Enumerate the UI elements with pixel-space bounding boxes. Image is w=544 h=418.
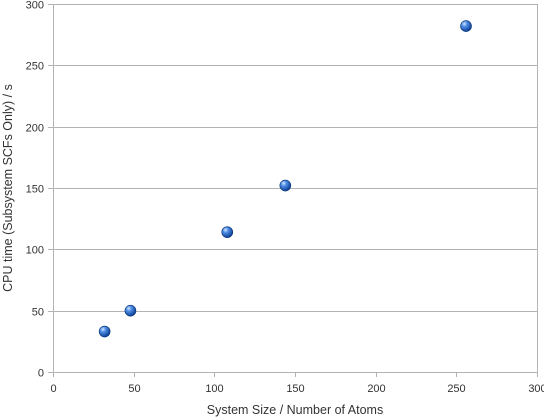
x-tick-label: 150	[286, 383, 304, 395]
data-point	[460, 20, 472, 32]
y-tick-labels: 0 50 100 150 200 250 300	[26, 0, 44, 380]
data-point	[221, 226, 234, 238]
x-tick-label: 250	[447, 383, 465, 395]
axes	[53, 4, 538, 377]
x-tick-label: 200	[367, 383, 385, 395]
y-tick-label: 100	[26, 245, 44, 257]
x-tick-label: 300	[528, 383, 544, 395]
x-tick-label: 0	[50, 383, 56, 395]
data-point	[279, 179, 292, 192]
x-tick-labels: 0 50 100 150 200 250 300	[50, 383, 544, 395]
y-tick-label: 50	[32, 307, 44, 319]
y-tick-label: 300	[26, 0, 44, 12]
x-axis-title: System Size / Number of Atoms	[207, 403, 383, 417]
data-points	[98, 20, 472, 338]
y-tick-label: 0	[38, 368, 44, 380]
y-axis-title: CPU time (Subsystem SCFs Only) / s	[1, 84, 15, 292]
y-tick-label: 200	[26, 123, 44, 135]
data-point	[98, 325, 111, 338]
y-tick-label: 250	[26, 61, 44, 73]
x-tick-label: 50	[128, 383, 140, 395]
gridlines	[48, 4, 537, 373]
x-tick-label: 100	[205, 383, 223, 395]
y-tick-label: 150	[26, 184, 44, 196]
data-point	[124, 304, 137, 317]
